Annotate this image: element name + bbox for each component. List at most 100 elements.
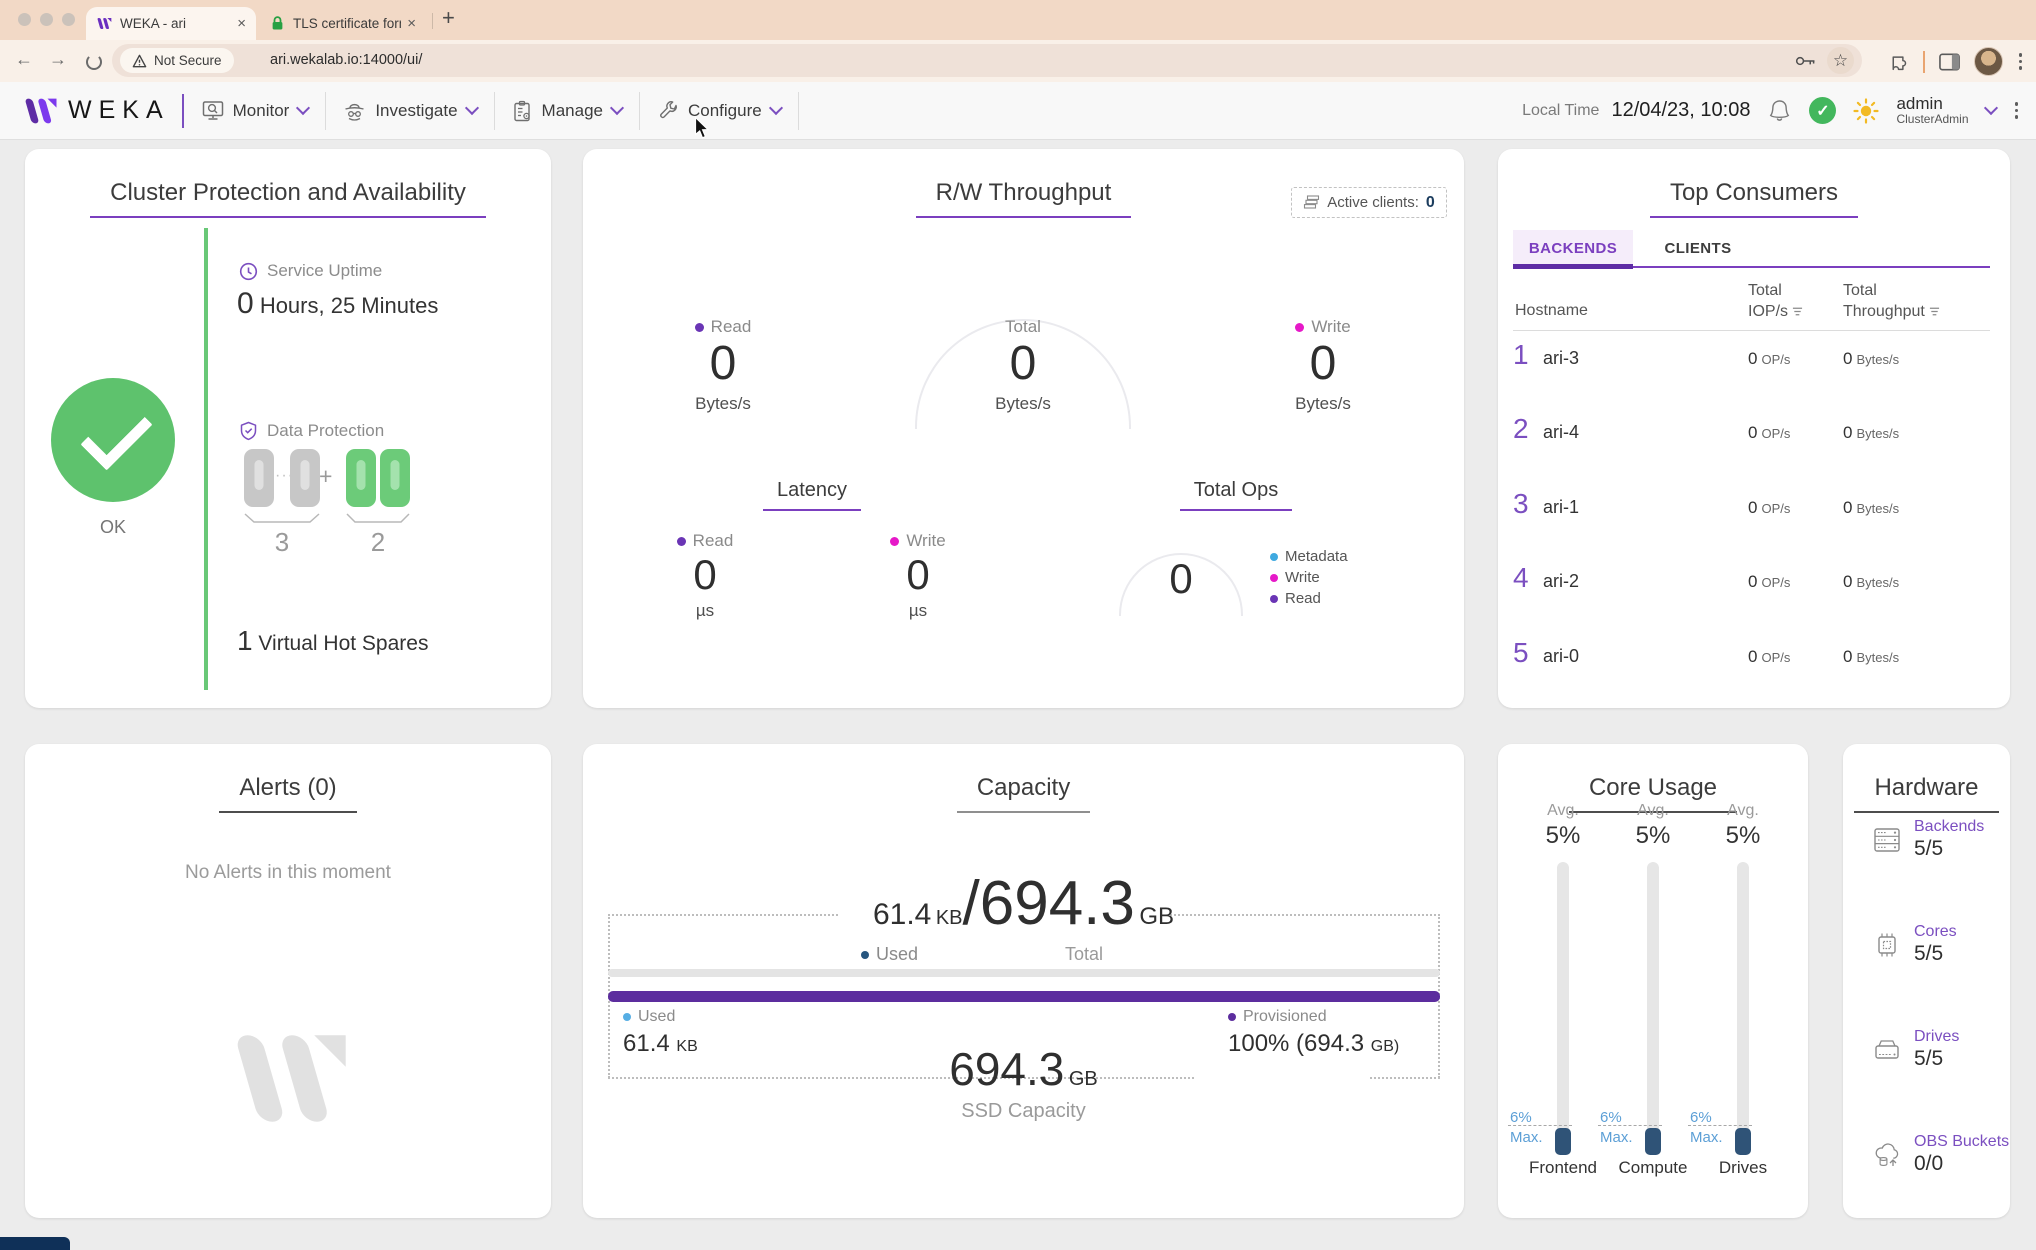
total-ops-value: 0 [1169, 555, 1193, 602]
shield-check-icon [239, 421, 258, 441]
lock-icon [270, 15, 285, 32]
usage-slider-thumb[interactable] [1645, 1128, 1661, 1155]
tab-title: WEKA - ari [120, 16, 187, 31]
hardware-value: 0/0 [1914, 1152, 1944, 1175]
menu-monitor[interactable]: Monitor [202, 100, 311, 121]
brand-wordmark[interactable]: WEKA [68, 96, 170, 124]
theme-sun-icon[interactable] [1853, 97, 1880, 124]
table-row[interactable]: 2 ari-4 0 OP/s 0 Bytes/s [1498, 413, 2010, 457]
chevron-down-icon [464, 100, 479, 116]
window-close-button[interactable] [18, 13, 31, 26]
menu-investigate[interactable]: Investigate [343, 100, 479, 122]
table-row[interactable]: 4 ari-2 0 OP/s 0 Bytes/s [1498, 562, 2010, 606]
iops-unit: OP/s [1761, 501, 1791, 516]
menu-manage[interactable]: Manage [512, 100, 625, 122]
tab-close-icon[interactable]: × [407, 15, 416, 32]
write-throughput-unit: Bytes/s [1295, 393, 1351, 413]
usage-slider-track[interactable] [1647, 862, 1659, 1150]
iops-unit: OP/s [1761, 352, 1791, 367]
profile-avatar[interactable] [1973, 47, 2003, 76]
usage-slider-track[interactable] [1737, 862, 1749, 1150]
sidebar-icon[interactable] [1938, 53, 1960, 71]
browser-toolbar: ← → Not Secure ari.wekalab.io:14000/ui/ [0, 40, 2036, 82]
hardware-item-obs-buckets[interactable]: OBS Buckets 0/0 [1871, 1133, 2009, 1176]
column-header-hostname[interactable]: Hostname [1515, 302, 1588, 319]
hardware-item-backends[interactable]: Backends 5/5 [1871, 818, 1984, 861]
back-icon[interactable]: ← [15, 49, 33, 69]
sort-filter-icon[interactable] [1792, 306, 1803, 317]
chevron-down-icon[interactable] [1983, 100, 1998, 116]
write-dot-icon [890, 536, 900, 546]
configure-wrench-icon [657, 100, 679, 122]
bookmark-star-icon[interactable]: ☆ [1827, 47, 1854, 74]
hardware-item-drives[interactable]: Drives 5/5 [1871, 1028, 1959, 1071]
tab-backends[interactable]: BACKENDS [1513, 230, 1633, 266]
hardware-item-cores[interactable]: Cores 5/5 [1871, 923, 1957, 966]
hardware-value: 5/5 [1914, 942, 1944, 965]
table-row[interactable]: 3 ari-1 0 OP/s 0 Bytes/s [1498, 488, 2010, 532]
column-header-iops[interactable]: Total IOP/s [1748, 281, 1803, 323]
browser-tab-background[interactable]: TLS certificate formats and th × [260, 7, 426, 40]
column-header-throughput[interactable]: Total Throughput [1843, 281, 1940, 323]
browser-tab-active[interactable]: WEKA - ari × [86, 7, 256, 40]
hostname: ari-3 [1543, 348, 1580, 368]
write-dot-icon [1270, 573, 1278, 582]
not-secure-chip[interactable]: Not Secure [120, 48, 234, 73]
read-latency: Read 0 µs [645, 531, 765, 621]
table-row[interactable]: 1 ari-3 0 OP/s 0 Bytes/s [1498, 339, 2010, 383]
usage-slider-thumb[interactable] [1735, 1128, 1751, 1155]
hostname: ari-2 [1543, 571, 1580, 591]
forward-icon[interactable]: → [49, 49, 67, 69]
service-uptime-value: 0 Hours, 25 Minutes [237, 287, 439, 320]
alerts-panel: Alerts (0) No Alerts in this moment [25, 744, 551, 1218]
monitor-icon [202, 100, 224, 121]
usage-slider-thumb[interactable] [1555, 1128, 1571, 1155]
window-zoom-button[interactable] [62, 13, 75, 26]
rank: 1 [1513, 339, 1529, 370]
tab-divider [432, 13, 433, 29]
reload-icon[interactable] [86, 54, 102, 70]
user-role: ClusterAdmin [1896, 112, 1969, 127]
address-bar[interactable]: Not Secure ari.wekalab.io:14000/ui/ ☆ [112, 44, 1862, 77]
table-row[interactable]: 5 ari-0 0 OP/s 0 Bytes/s [1498, 637, 2010, 681]
ssd-capacity-label: SSD Capacity [961, 1100, 1086, 1122]
menu-configure[interactable]: Configure [657, 100, 783, 122]
extensions-puzzle-icon[interactable] [1888, 51, 1909, 72]
local-time-label: Local Time [1522, 101, 1600, 119]
avg-label: Avg. [1547, 802, 1579, 819]
sort-filter-icon[interactable] [1929, 306, 1940, 317]
read-throughput: Read 0 Bytes/s [648, 317, 798, 414]
window-minimize-button[interactable] [40, 13, 53, 26]
avg-value: 5% [1635, 822, 1671, 849]
app-menu-icon[interactable] [2013, 100, 2021, 121]
max-label: 6% Max. [1600, 1109, 1633, 1146]
browser-menu-icon[interactable] [2017, 51, 2025, 72]
provisioned-detail: Provisioned 100% (694.3 GB) [1228, 1008, 1400, 1057]
tab-clients[interactable]: CLIENTS [1664, 239, 1732, 257]
tab-close-icon[interactable]: × [237, 15, 246, 32]
url-text[interactable]: ari.wekalab.io:14000/ui/ [270, 52, 423, 68]
rank: 2 [1513, 413, 1529, 444]
core-column-name: Drives [1718, 1158, 1768, 1177]
avg-value: 5% [1725, 822, 1761, 849]
key-icon[interactable] [1795, 54, 1817, 68]
new-tab-button[interactable]: + [442, 5, 455, 30]
cluster-status-check-icon[interactable]: ✓ [1809, 97, 1837, 124]
notifications-bell-icon[interactable] [1767, 98, 1792, 124]
hostname: ari-0 [1543, 646, 1580, 666]
dotted-line [608, 914, 838, 916]
user-menu[interactable]: admin ClusterAdmin [1896, 94, 1968, 127]
iops-value: 0 [1748, 349, 1758, 368]
read-dot-icon [1270, 594, 1278, 603]
read-dot-icon [676, 536, 686, 546]
active-clients-box[interactable]: Active clients: 0 [1291, 187, 1447, 218]
used-dot-icon [623, 1013, 631, 1021]
weka-logo[interactable] [22, 97, 58, 125]
usage-slider-track[interactable] [1557, 862, 1569, 1150]
core-usage-panel: Core Usage Avg. 5% 6% Max. Frontend Avg. … [1498, 744, 1808, 1218]
plus-sign: + [319, 463, 333, 489]
total-ops-title: Total Ops [1136, 479, 1336, 511]
warning-icon [132, 54, 147, 68]
mouse-cursor [694, 116, 711, 140]
top-consumers-panel: Top Consumers BACKENDS CLIENTS Hostname … [1498, 149, 2010, 708]
